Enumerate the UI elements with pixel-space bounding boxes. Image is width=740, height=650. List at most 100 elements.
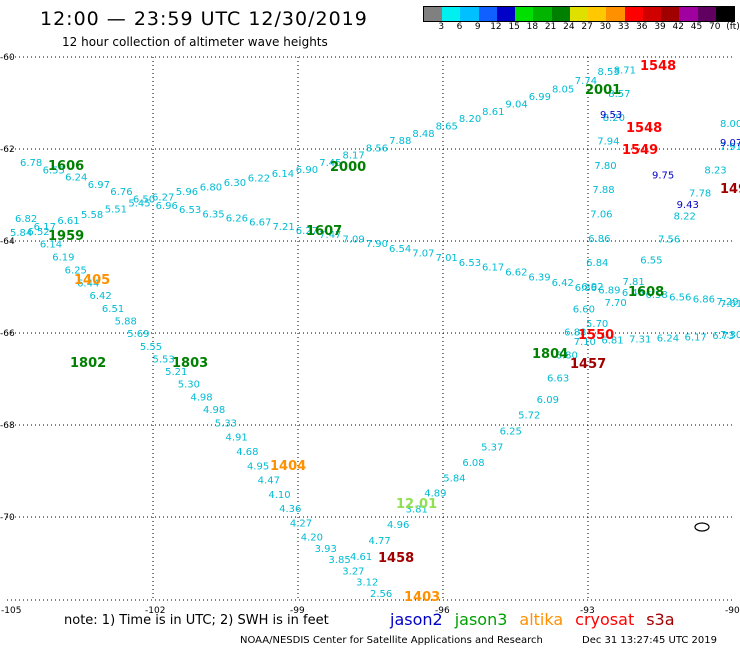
color-scale-tick: 33 [617,22,630,32]
wave-height-label: 6.92 [581,282,603,293]
wave-height-label: 6.58 [646,290,668,301]
wave-height-label: 8.00 [720,119,740,130]
legend-entry-jason2: jason2 [390,610,443,629]
wave-height-label: 8.53 [597,67,619,78]
longitude-tick-label: -99 [290,606,305,616]
pass-time-label: 1803 [172,356,208,371]
credit-line: NOAA/NESDIS Center for Satellite Applica… [240,635,543,646]
color-swatch [715,7,734,21]
color-scale-tick: 12 [490,22,502,32]
wave-height-label: 7.29 [716,297,738,308]
longitude-tick-label: -105 [1,606,21,616]
wave-height-label: 7.45 [319,158,341,169]
wave-height-label: 6.09 [537,395,559,406]
legend-entry-altika: altika [519,610,564,629]
wave-height-label: 4.77 [369,536,391,547]
generated-timestamp: Dec 31 13:27:45 UTC 2019 [582,635,717,646]
wave-height-label: 6.86 [575,283,597,294]
wave-height-label: 3.12 [356,578,378,589]
color-swatch [478,7,497,21]
color-scale-tick: 24 [563,22,575,32]
latitude-tick-label: -68 [0,421,15,431]
color-swatch [642,7,662,21]
wave-height-label: 4.20 [301,533,323,544]
wave-height-label: 7.88 [592,185,614,196]
pass-time-label: 1802 [70,356,106,371]
wave-height-label: 6.30 [224,178,246,189]
wave-height-label: 8.20 [603,113,625,124]
pass-time-label: 1549 [622,143,658,158]
wave-height-label: 5.69 [127,329,149,340]
wave-height-label: 7.21 [272,222,294,233]
pass-time-label: 12.01 [396,497,437,512]
wave-height-label: 7.30 [720,330,740,341]
longitude-tick-label: -102 [145,606,165,616]
wave-height-label: 4.98 [190,392,212,403]
color-swatch [496,7,516,21]
wave-height-label: 2.56 [370,589,392,600]
wave-height-label: 6.56 [669,292,691,303]
wave-height-label: 5.84 [10,228,32,239]
wave-height-label: 6.24 [657,333,679,344]
wave-height-label: 8.17 [342,151,364,162]
color-swatch [533,7,552,21]
wave-height-label: 7.74 [575,76,597,87]
color-swatch [515,7,534,21]
wave-height-label: 5.58 [81,210,103,221]
wave-height-label: 6.78 [20,158,42,169]
wave-height-label: 8.22 [674,212,696,223]
wave-height-label: 6.27 [296,226,318,237]
color-scale-tick: 21 [544,22,557,32]
wave-height-label: 5.70 [586,319,608,330]
longitude-tick-label: -90 [725,606,740,616]
wave-height-label: 8.57 [608,89,630,100]
wave-height-label: 6.42 [552,278,574,289]
pass-time-label: 1548 [626,121,662,136]
island-outline [694,522,710,532]
pass-time-label: 1550 [578,328,614,343]
wave-height-label: 6.62 [505,268,527,279]
pass-time-label: 1405 [74,273,110,288]
wave-height-label: 5.53 [152,354,174,365]
satellite-tracks: 6.786.556.246.976.766.506.96 6.53 6.35 6.26… [10,65,740,600]
wave-height-label: 6.81 [601,336,623,347]
color-swatch [624,7,643,21]
pass-time-label: 1606 [48,159,84,174]
wave-height-label: 6.52 [27,227,49,238]
latitude-tick-label: -70 [0,513,15,523]
wave-height-label: 5.72 [518,411,540,422]
wave-height-label: 4.91 [226,433,248,444]
map-subtitle: 12 hour collection of altimeter wave hei… [62,35,328,49]
color-scale-tick: 30 [599,22,612,32]
wave-height-label: 4.96 [387,520,409,531]
wave-height-label: 6.99 [529,92,551,103]
wave-height-label: 6.82 [15,214,37,225]
wave-height-label: 7.31 [629,335,651,346]
latitude-tick-label: -66 [0,329,15,339]
color-swatch [551,7,570,21]
wave-height-label: 9.04 [505,99,527,110]
legend-entry-jason3: jason3 [454,610,508,629]
latitude-tick-label: -64 [0,237,15,247]
map-axis-ticks: -105 -102 -99 -96 -93 -90 -60 -62 -64 -66 -68 -70 [0,53,740,616]
wave-height-label: 6.84 [586,258,608,269]
wave-height-label: 6.60 [573,305,595,316]
latitude-tick-label: -62 [0,145,15,155]
wave-height-label: 4.27 [290,518,312,529]
wave-height-label: 3.27 [342,566,364,577]
pass-time-label: 1457 [570,357,606,372]
pass-time-label: 1404 [270,459,306,474]
color-scale-bar [423,6,735,22]
wave-height-label: 8.05 [552,85,574,96]
color-swatch [569,7,589,21]
wave-height-label: 8.56 [366,143,388,154]
pass-time-label: 2001 [585,83,621,98]
wave-height-label: 5.84 [443,473,465,484]
wave-height-label: 5.55 [140,342,162,353]
longitude-tick-label: -93 [580,606,595,616]
wave-height-label: 5.30 [178,380,200,391]
map-title: 12:00 — 23:59 UTC 12/30/2019 [40,8,368,30]
pass-time-label: 149 [720,182,740,197]
wave-height-label: 7.88 [389,136,411,147]
